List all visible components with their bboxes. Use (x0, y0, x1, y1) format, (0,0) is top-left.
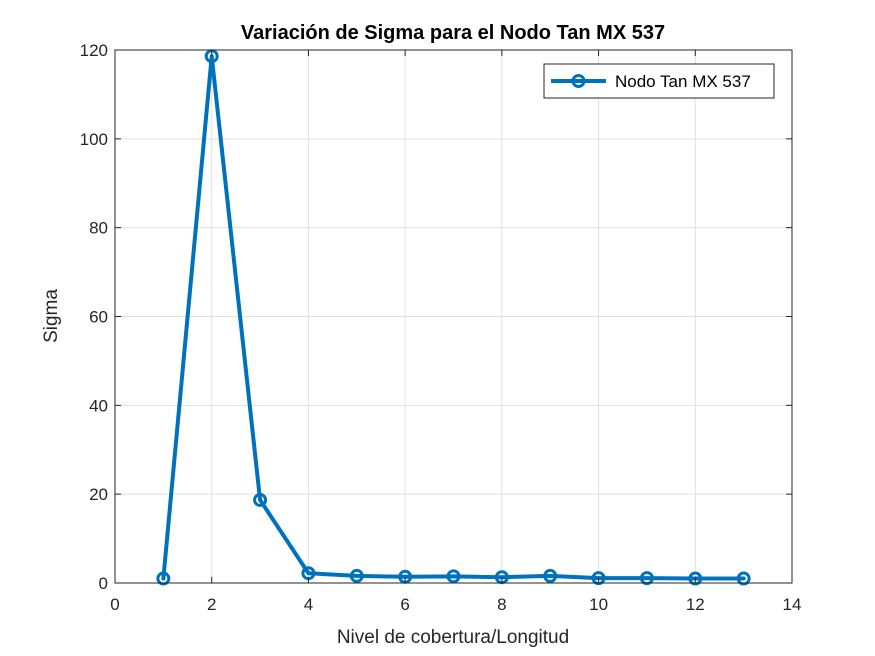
y-tick-label: 20 (89, 485, 108, 504)
data-point (736, 571, 751, 586)
series-line (161, 54, 746, 581)
data-point (349, 568, 364, 583)
data-point (688, 571, 703, 586)
legend: Nodo Tan MX 537 (543, 63, 775, 99)
data-point (253, 492, 268, 507)
x-tick-label: 4 (304, 595, 313, 614)
legend-marker (571, 74, 586, 88)
data-point (591, 571, 606, 586)
y-tick-label: 100 (80, 130, 108, 149)
data-point (446, 569, 461, 584)
y-tick-label: 120 (80, 41, 108, 60)
series-layer (156, 49, 751, 586)
x-tick-label: 0 (110, 595, 119, 614)
grid-lines (115, 50, 792, 583)
x-tick-label: 10 (589, 595, 608, 614)
chart-title: Variación de Sigma para el Nodo Tan MX 5… (241, 22, 665, 44)
tick-labels: 0 2 4 6 8 10 12 14 0 20 40 60 80 100 120 (80, 41, 802, 614)
legend-entry-label: Nodo Tan MX 537 (615, 72, 751, 91)
x-tick-label: 14 (783, 595, 802, 614)
data-point (639, 571, 654, 586)
axes-box (114, 49, 793, 584)
y-tick-label: 0 (99, 574, 108, 593)
y-axis-label: Sigma (41, 289, 62, 343)
x-tick-label: 6 (400, 595, 409, 614)
x-tick-label: 8 (497, 595, 506, 614)
data-point (543, 568, 558, 583)
x-axis-label: Nivel de cobertura/Longitud (337, 627, 569, 648)
x-tick-label: 12 (686, 595, 705, 614)
y-tick-label: 80 (89, 219, 108, 238)
data-point (156, 571, 171, 586)
y-tick-label: 40 (89, 396, 108, 415)
x-tick-label: 2 (207, 595, 216, 614)
y-tick-label: 60 (89, 308, 108, 327)
